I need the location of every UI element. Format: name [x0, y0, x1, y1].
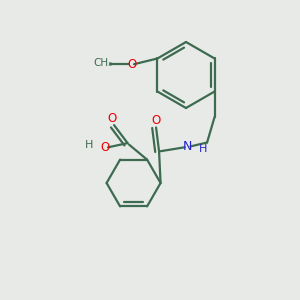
Text: O: O	[100, 141, 110, 154]
Text: H: H	[85, 140, 94, 150]
Text: O: O	[152, 114, 161, 128]
Text: N: N	[183, 140, 192, 154]
Text: O: O	[127, 58, 136, 71]
Text: O: O	[107, 112, 116, 125]
Text: CH₃: CH₃	[94, 58, 113, 68]
Text: H: H	[199, 144, 207, 154]
